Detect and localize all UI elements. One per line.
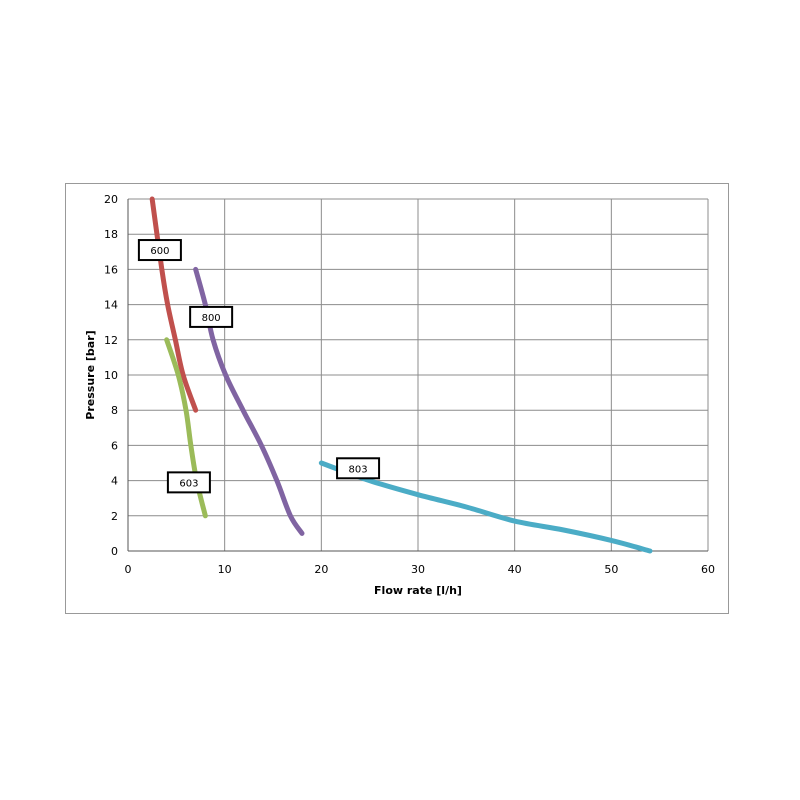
x-tick-label: 50	[604, 563, 618, 576]
y-tick-label: 16	[104, 263, 118, 276]
y-tick-label: 2	[111, 510, 118, 523]
data-label-box	[189, 305, 234, 328]
x-tick-label: 0	[125, 563, 132, 576]
chart-frame	[65, 183, 729, 614]
data-label-box	[166, 471, 211, 494]
data-label-box	[336, 457, 381, 480]
data-label-800: 800	[202, 313, 221, 324]
data-label-803: 803	[349, 464, 368, 475]
x-tick-label: 20	[314, 563, 328, 576]
x-tick-label: 10	[218, 563, 232, 576]
y-tick-label: 4	[111, 475, 118, 488]
x-tick-label: 60	[701, 563, 715, 576]
x-axis-title: Flow rate [l/h]	[374, 584, 462, 597]
y-tick-label: 8	[111, 404, 118, 417]
y-tick-label: 18	[104, 228, 118, 241]
y-axis-title: Pressure [bar]	[84, 330, 97, 419]
y-tick-label: 14	[104, 299, 118, 312]
x-tick-label: 40	[508, 563, 522, 576]
y-tick-label: 12	[104, 334, 118, 347]
y-tick-label: 10	[104, 369, 118, 382]
y-tick-label: 20	[104, 193, 118, 206]
y-tick-label: 6	[111, 439, 118, 452]
series-line-803	[318, 460, 653, 554]
data-label-600: 600	[150, 246, 169, 257]
x-tick-label: 30	[411, 563, 425, 576]
y-tick-label: 0	[111, 545, 118, 558]
data-label-box	[137, 239, 182, 262]
data-label-603: 603	[179, 478, 198, 489]
